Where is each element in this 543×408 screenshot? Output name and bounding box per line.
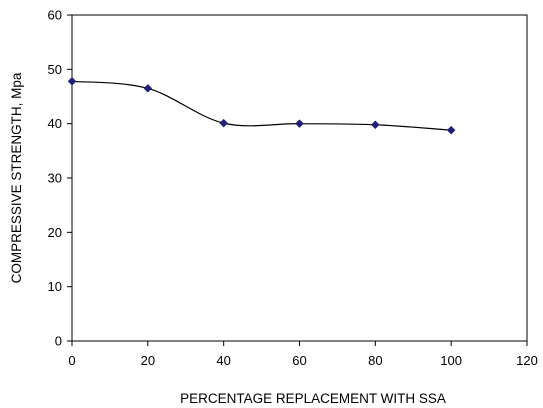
- x-tick-label: 80: [368, 353, 382, 368]
- y-tick-label: 60: [48, 8, 62, 23]
- y-tick-label: 40: [48, 116, 62, 131]
- y-tick-label: 0: [55, 334, 62, 349]
- data-point-marker: [370, 120, 380, 130]
- x-tick-label: 40: [216, 353, 230, 368]
- y-tick-label: 30: [48, 171, 62, 186]
- data-point-marker: [67, 76, 77, 86]
- data-point-marker: [295, 119, 304, 129]
- x-tick-label: 100: [440, 353, 462, 368]
- x-tick-label: 60: [292, 353, 306, 368]
- data-point-marker: [219, 118, 229, 128]
- y-axis: 0 10 20 30 40 50 60: [48, 8, 72, 349]
- data-point-marker: [446, 125, 456, 135]
- x-axis-title: PERCENTAGE REPLACEMENT WITH SSA: [180, 391, 446, 406]
- x-tick-label: 0: [68, 353, 75, 368]
- y-axis-title: COMPRESSIVE STRENGTH, Mpa: [9, 72, 24, 283]
- y-tick-label: 50: [48, 62, 62, 77]
- series-layer: [67, 76, 456, 135]
- series-line: [71, 80, 452, 131]
- data-point-marker: [143, 83, 153, 93]
- y-tick-label: 10: [48, 279, 62, 294]
- x-tick-label: 120: [516, 353, 538, 368]
- x-tick-label: 20: [141, 353, 155, 368]
- y-tick-label: 20: [48, 225, 62, 240]
- x-axis: 0 20 40 60 80 100 120: [68, 341, 538, 368]
